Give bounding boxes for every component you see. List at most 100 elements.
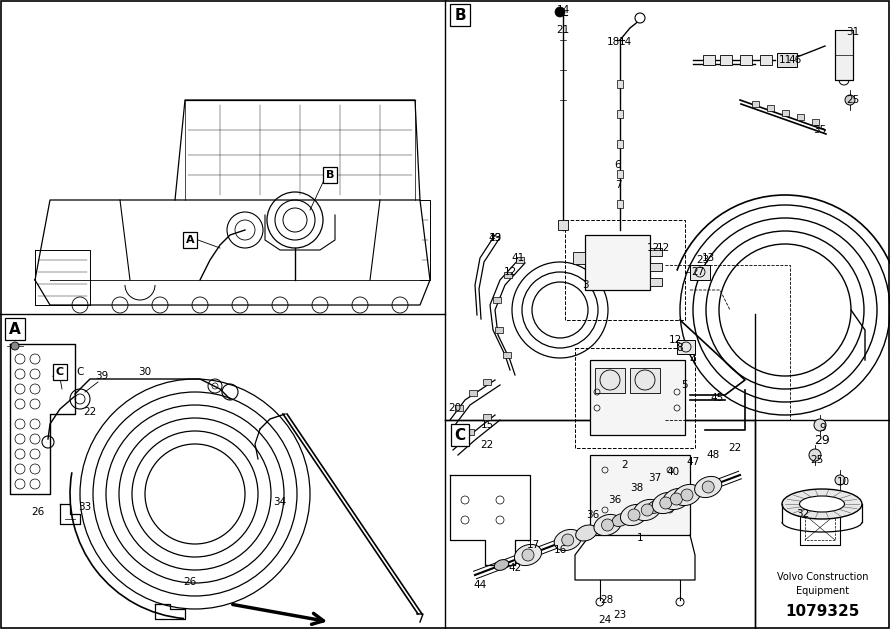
- Text: 30: 30: [139, 367, 151, 377]
- Circle shape: [681, 489, 693, 501]
- Bar: [812, 119, 819, 125]
- Circle shape: [602, 519, 613, 531]
- Ellipse shape: [494, 560, 509, 571]
- Text: 14: 14: [556, 5, 570, 15]
- Circle shape: [702, 481, 714, 493]
- Bar: [650, 263, 662, 271]
- Circle shape: [555, 7, 565, 17]
- Text: Diesel-Engines: Diesel-Engines: [884, 385, 890, 395]
- Text: 紧发动力: 紧发动力: [63, 53, 97, 67]
- Ellipse shape: [514, 545, 542, 565]
- Text: 46: 46: [789, 55, 802, 65]
- Text: 37: 37: [649, 473, 661, 483]
- Bar: [483, 379, 491, 385]
- Circle shape: [635, 13, 645, 23]
- Text: 15: 15: [481, 420, 494, 430]
- Text: C: C: [56, 367, 64, 377]
- Text: Diesel-Engines: Diesel-Engines: [684, 535, 756, 545]
- Text: 12: 12: [646, 243, 659, 253]
- Text: Diesel-Engines: Diesel-Engines: [684, 85, 756, 95]
- Text: 13: 13: [701, 253, 715, 263]
- Text: 紧发动力: 紧发动力: [263, 203, 296, 217]
- Bar: [720, 55, 732, 65]
- Bar: [777, 53, 797, 67]
- Bar: [650, 248, 662, 256]
- Text: 12: 12: [504, 267, 516, 277]
- Text: 4: 4: [690, 355, 696, 365]
- Bar: [504, 272, 512, 278]
- Text: Diesel-Engines: Diesel-Engines: [84, 385, 156, 395]
- Text: Diesel-Engines: Diesel-Engines: [884, 535, 890, 545]
- Text: Diesel-Engines: Diesel-Engines: [684, 385, 756, 395]
- Text: 紧发动力: 紧发动力: [863, 53, 890, 67]
- Bar: [677, 340, 695, 354]
- Bar: [595, 368, 625, 393]
- Bar: [617, 110, 623, 118]
- Bar: [690, 265, 710, 280]
- Text: 31: 31: [846, 27, 860, 37]
- Text: Diesel-Engines: Diesel-Engines: [284, 535, 356, 545]
- Text: 紧发动力: 紧发动力: [263, 53, 296, 67]
- Bar: [740, 55, 752, 65]
- Text: 34: 34: [273, 497, 287, 507]
- Bar: [617, 200, 623, 208]
- Bar: [466, 429, 474, 435]
- Text: 43: 43: [489, 233, 502, 243]
- Circle shape: [659, 497, 672, 509]
- Circle shape: [562, 534, 574, 546]
- Bar: [565, 220, 685, 320]
- Text: 7: 7: [615, 180, 621, 190]
- Text: B: B: [454, 8, 465, 23]
- Text: 紧发动力: 紧发动力: [863, 203, 890, 217]
- Bar: [650, 278, 662, 286]
- Text: 17: 17: [526, 540, 539, 550]
- Text: 44: 44: [52, 371, 65, 381]
- Text: 2: 2: [622, 460, 628, 470]
- Text: Diesel-Engines: Diesel-Engines: [884, 85, 890, 95]
- Text: 紧发动力: 紧发动力: [63, 203, 97, 217]
- Bar: [495, 327, 503, 333]
- Bar: [617, 140, 623, 148]
- Text: Diesel-Engines: Diesel-Engines: [284, 235, 356, 245]
- Text: 28: 28: [601, 595, 613, 605]
- Text: A: A: [9, 321, 20, 337]
- Text: 紧发动力: 紧发动力: [63, 503, 97, 517]
- Circle shape: [11, 342, 19, 350]
- Text: 23: 23: [613, 610, 627, 620]
- Text: 18: 18: [606, 37, 619, 47]
- Text: 41: 41: [512, 253, 524, 263]
- Ellipse shape: [554, 530, 581, 550]
- Bar: [469, 390, 477, 396]
- Text: 6: 6: [615, 160, 621, 170]
- Bar: [516, 257, 524, 263]
- Text: 16: 16: [554, 545, 567, 555]
- Text: 14: 14: [619, 37, 632, 47]
- Bar: [455, 405, 463, 411]
- Text: Diesel-Engines: Diesel-Engines: [684, 235, 756, 245]
- Bar: [503, 352, 511, 358]
- Bar: [590, 455, 690, 535]
- Text: Diesel-Engines: Diesel-Engines: [484, 535, 556, 545]
- Bar: [782, 110, 789, 116]
- Text: 9: 9: [820, 423, 826, 433]
- Text: 36: 36: [609, 495, 621, 505]
- Ellipse shape: [782, 489, 862, 519]
- Bar: [483, 414, 491, 420]
- Text: 48: 48: [707, 450, 720, 460]
- Text: 5: 5: [682, 380, 688, 390]
- Ellipse shape: [694, 476, 722, 498]
- Text: 紧发动力: 紧发动力: [263, 503, 296, 517]
- Text: 紧发动力: 紧发动力: [663, 203, 697, 217]
- Text: 紧发动力: 紧发动力: [464, 203, 497, 217]
- Ellipse shape: [799, 496, 845, 512]
- Bar: [575, 348, 695, 448]
- Text: 1: 1: [636, 533, 643, 543]
- Text: 22: 22: [728, 443, 741, 453]
- Text: 紧发动力: 紧发动力: [63, 353, 97, 367]
- Ellipse shape: [620, 504, 648, 526]
- Text: 紧发动力: 紧发动力: [464, 353, 497, 367]
- Ellipse shape: [612, 513, 629, 526]
- Circle shape: [670, 493, 683, 505]
- Text: Diesel-Engines: Diesel-Engines: [484, 85, 556, 95]
- Text: 24: 24: [598, 615, 611, 625]
